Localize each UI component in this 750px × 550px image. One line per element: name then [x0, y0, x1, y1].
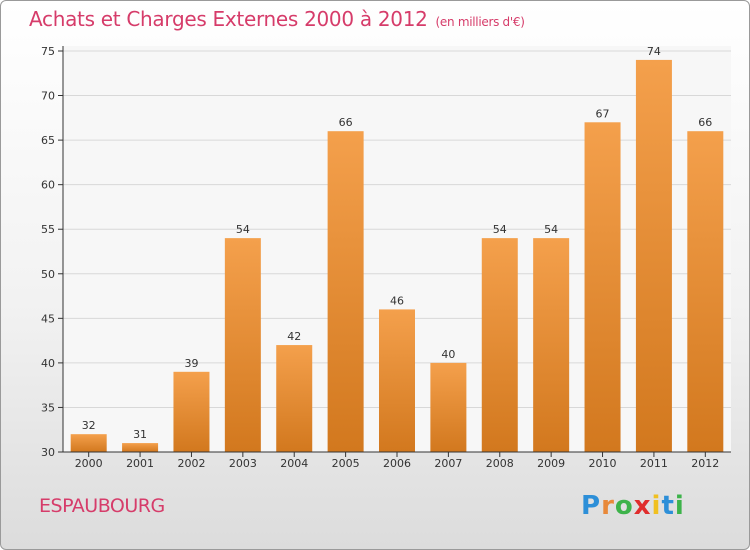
y-tick-label: 60 — [41, 179, 55, 192]
bar — [481, 238, 518, 452]
y-tick-label: 40 — [41, 357, 55, 370]
logo-letter: t — [661, 491, 675, 521]
x-tick-label: 2008 — [486, 457, 514, 470]
bar — [584, 122, 621, 453]
bar — [276, 345, 313, 452]
data-label: 54 — [544, 223, 558, 236]
chart-title-text: Achats et Charges Externes 2000 à 2012 — [29, 7, 428, 31]
chart-title: Achats et Charges Externes 2000 à 2012 (e… — [29, 7, 525, 31]
x-tick-label: 2007 — [434, 457, 462, 470]
x-tick-label: 2006 — [383, 457, 411, 470]
chart-unit: (en milliers d'€) — [435, 15, 525, 29]
y-tick-label: 75 — [41, 45, 55, 58]
data-label: 46 — [390, 294, 404, 307]
data-label: 74 — [647, 45, 661, 58]
data-label: 54 — [493, 223, 507, 236]
bar — [173, 371, 210, 452]
x-tick-label: 2009 — [537, 457, 565, 470]
logo-letter: r — [601, 491, 615, 521]
bars: 32 31 39 54 42 66 46 40 54 54 67 74 66 — [70, 45, 724, 453]
bar — [430, 362, 467, 452]
data-label: 39 — [184, 357, 198, 370]
location-name: ESPAUBOURG — [39, 495, 165, 517]
axes: 30 35 40 45 50 55 60 65 70 75 2000 2001 2002 2003 2004… — [41, 45, 731, 470]
data-label: 31 — [133, 428, 147, 441]
y-tick-label: 30 — [41, 446, 55, 459]
data-label: 32 — [82, 419, 96, 432]
bar — [224, 238, 261, 452]
bar — [327, 131, 364, 452]
x-tick-label: 2012 — [691, 457, 719, 470]
y-tick-label: 70 — [41, 90, 55, 103]
logo-letter: o — [614, 491, 634, 521]
data-label: 40 — [441, 348, 455, 361]
logo-letter: i — [651, 491, 662, 521]
logo-letter: i — [674, 491, 685, 521]
bar — [122, 443, 159, 452]
logo-letter: x — [633, 491, 652, 521]
x-tick-label: 2001 — [126, 457, 154, 470]
data-label: 42 — [287, 330, 301, 343]
brand-logo: Proxiti — [581, 491, 685, 521]
y-tick-label: 55 — [41, 223, 55, 236]
x-tick-label: 2002 — [177, 457, 205, 470]
bar — [379, 309, 415, 452]
logo-letter: P — [581, 491, 602, 521]
bar — [533, 238, 570, 452]
data-label: 66 — [698, 116, 712, 129]
data-label: 54 — [236, 223, 250, 236]
y-tick-label: 50 — [41, 268, 55, 281]
y-tick-label: 65 — [41, 134, 55, 147]
bar — [70, 434, 107, 452]
x-tick-label: 2010 — [589, 457, 617, 470]
x-tick-label: 2011 — [640, 457, 668, 470]
x-tick-label: 2000 — [75, 457, 103, 470]
bar — [635, 59, 672, 453]
bar — [687, 131, 724, 452]
y-tick-label: 45 — [41, 312, 55, 325]
data-label: 67 — [596, 107, 610, 120]
x-tick-label: 2004 — [280, 457, 308, 470]
data-label: 66 — [339, 116, 353, 129]
y-tick-label: 35 — [41, 401, 55, 414]
x-tick-label: 2003 — [229, 457, 257, 470]
x-tick-label: 2005 — [332, 457, 360, 470]
